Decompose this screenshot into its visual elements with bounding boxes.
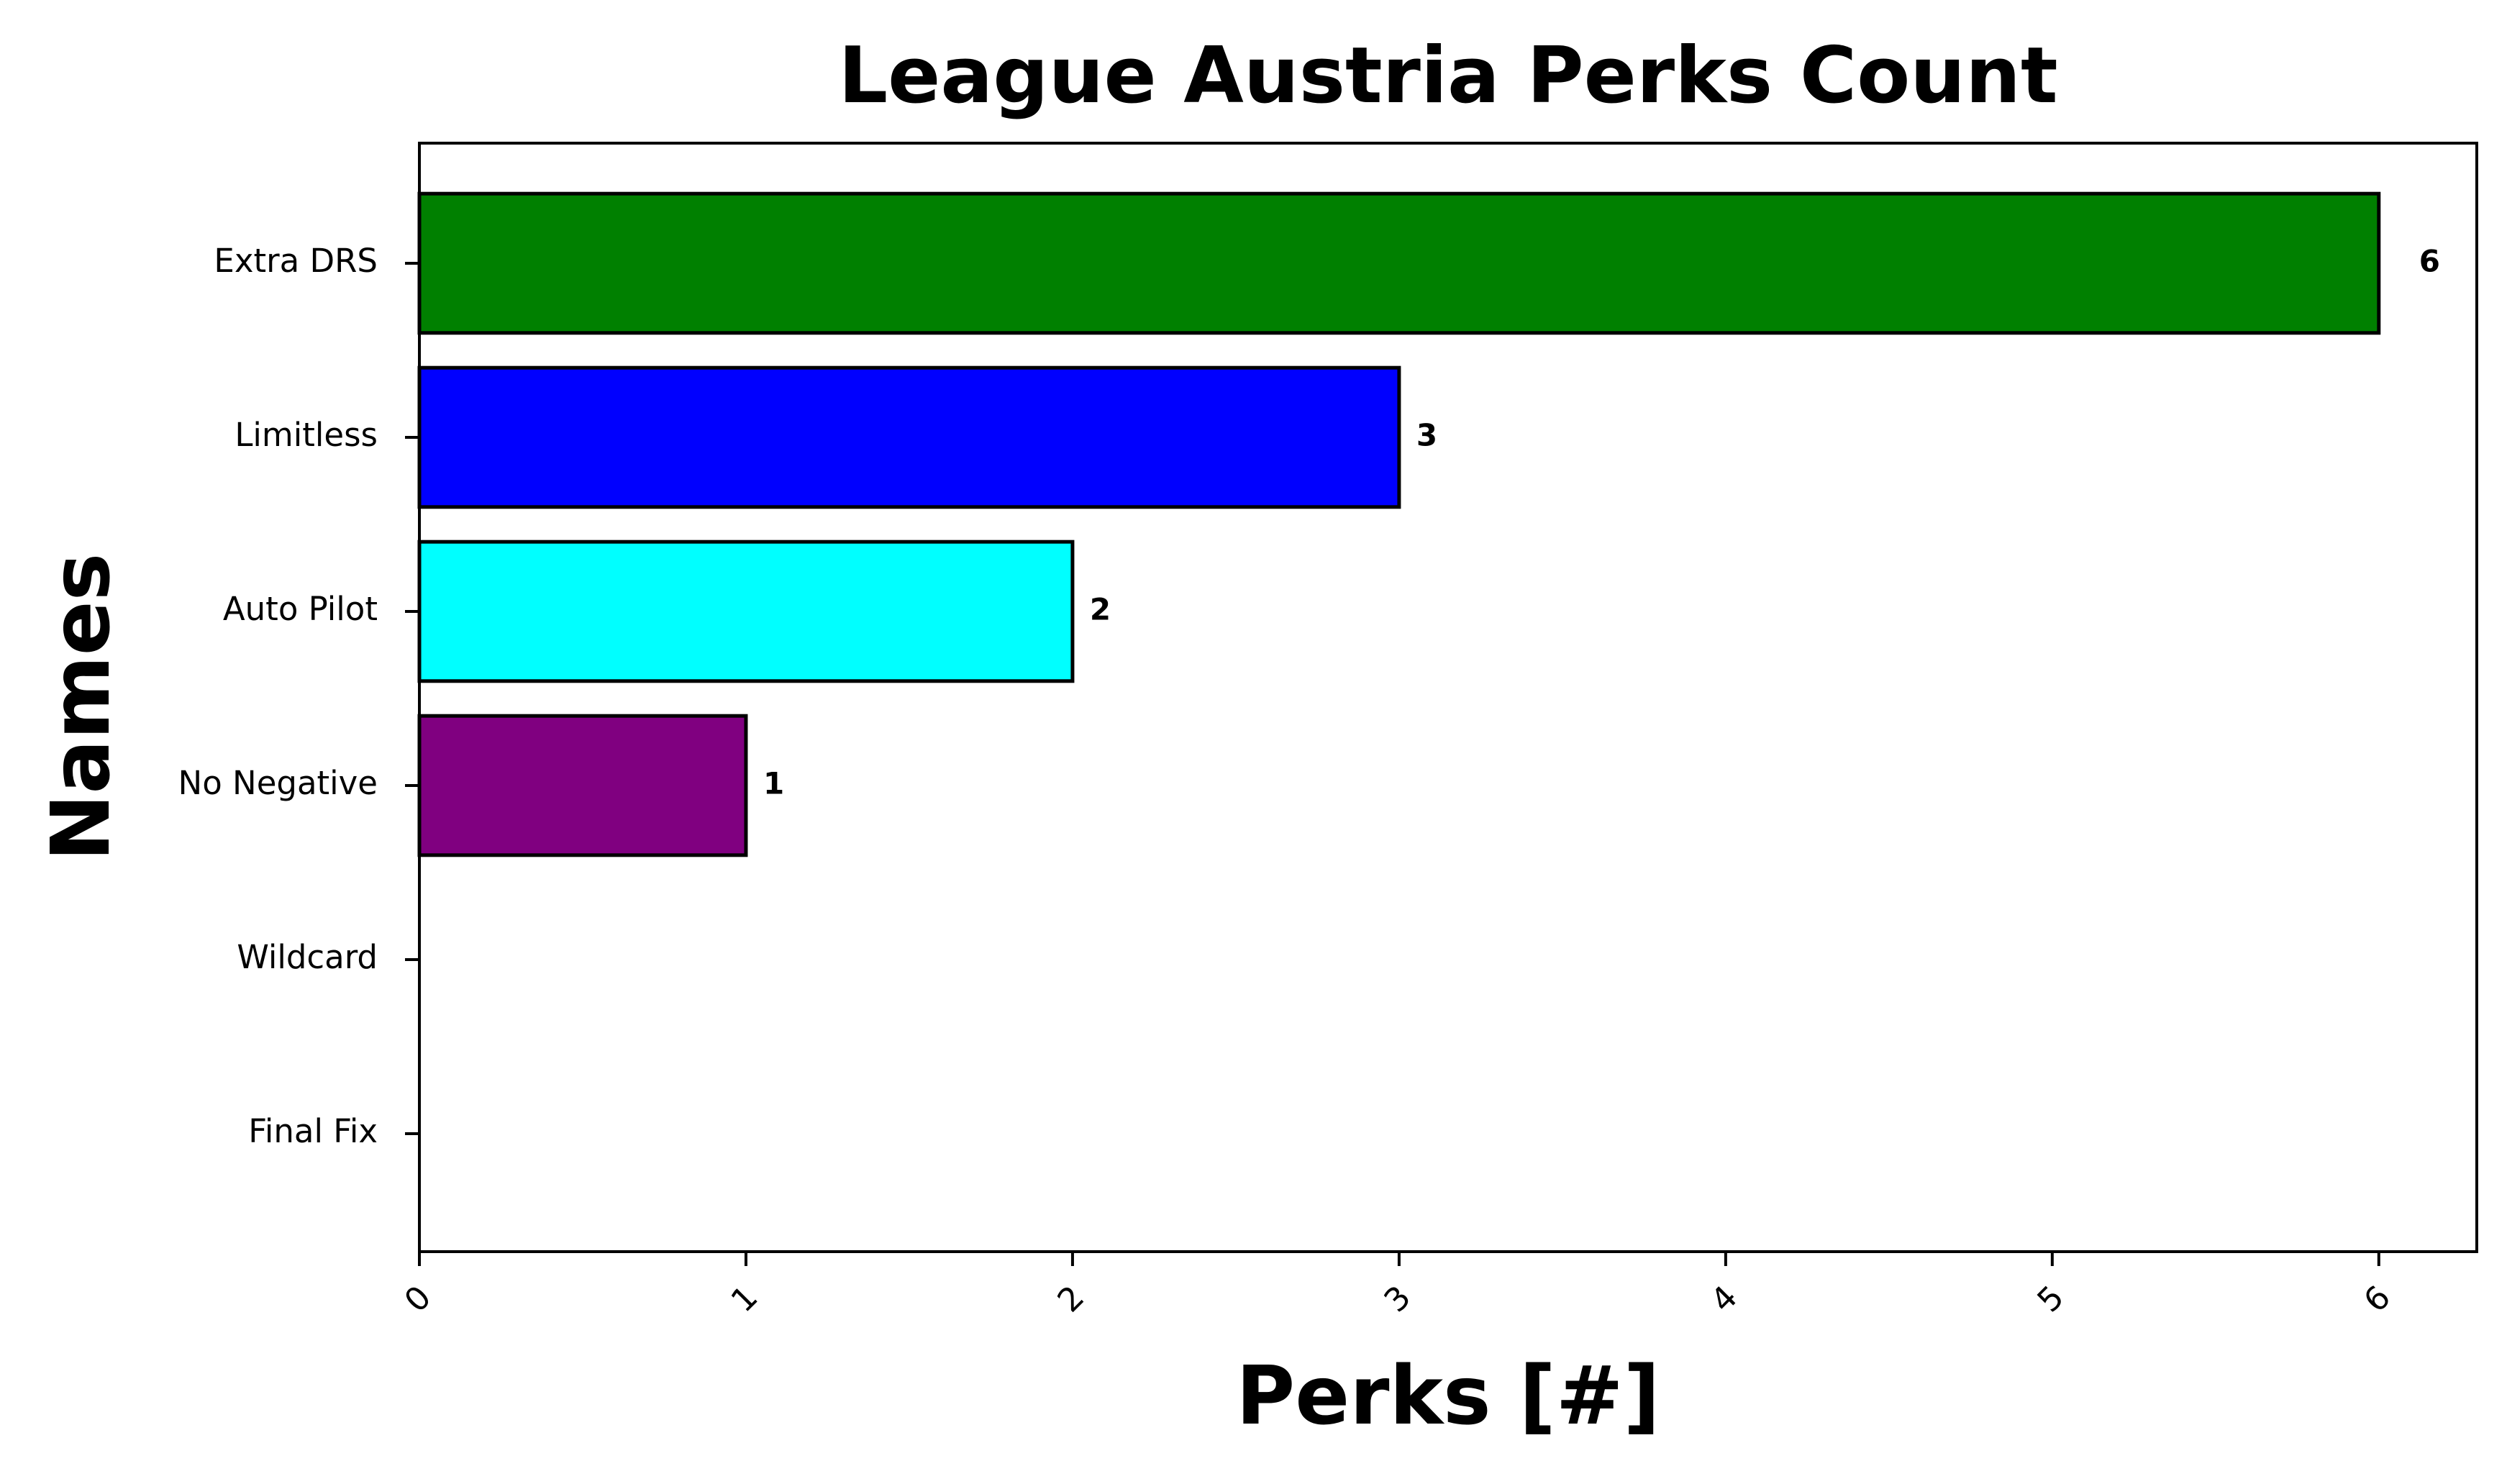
data-label: 2 [1090, 592, 1111, 627]
bar [417, 714, 748, 857]
data-label: 1 [763, 766, 784, 801]
y-tick-label: Auto Pilot [223, 590, 378, 628]
y-tick-label: Limitless [235, 416, 378, 454]
y-tick-label: Wildcard [237, 938, 378, 976]
y-tick-label: Final Fix [248, 1112, 378, 1150]
plot-frame [418, 142, 2478, 1253]
bar [417, 540, 1075, 683]
y-tick-label: No Negative [178, 764, 378, 802]
data-label: 3 [1416, 418, 1437, 453]
bar [417, 191, 2381, 335]
chart-title: League Austria Perks Count [838, 31, 2057, 121]
bar [417, 365, 1401, 509]
x-axis-label: Perks [#] [1236, 1349, 1660, 1443]
y-axis-label: Names [35, 553, 128, 862]
y-tick-label: Extra DRS [214, 242, 378, 280]
data-label: 6 [2419, 244, 2440, 279]
